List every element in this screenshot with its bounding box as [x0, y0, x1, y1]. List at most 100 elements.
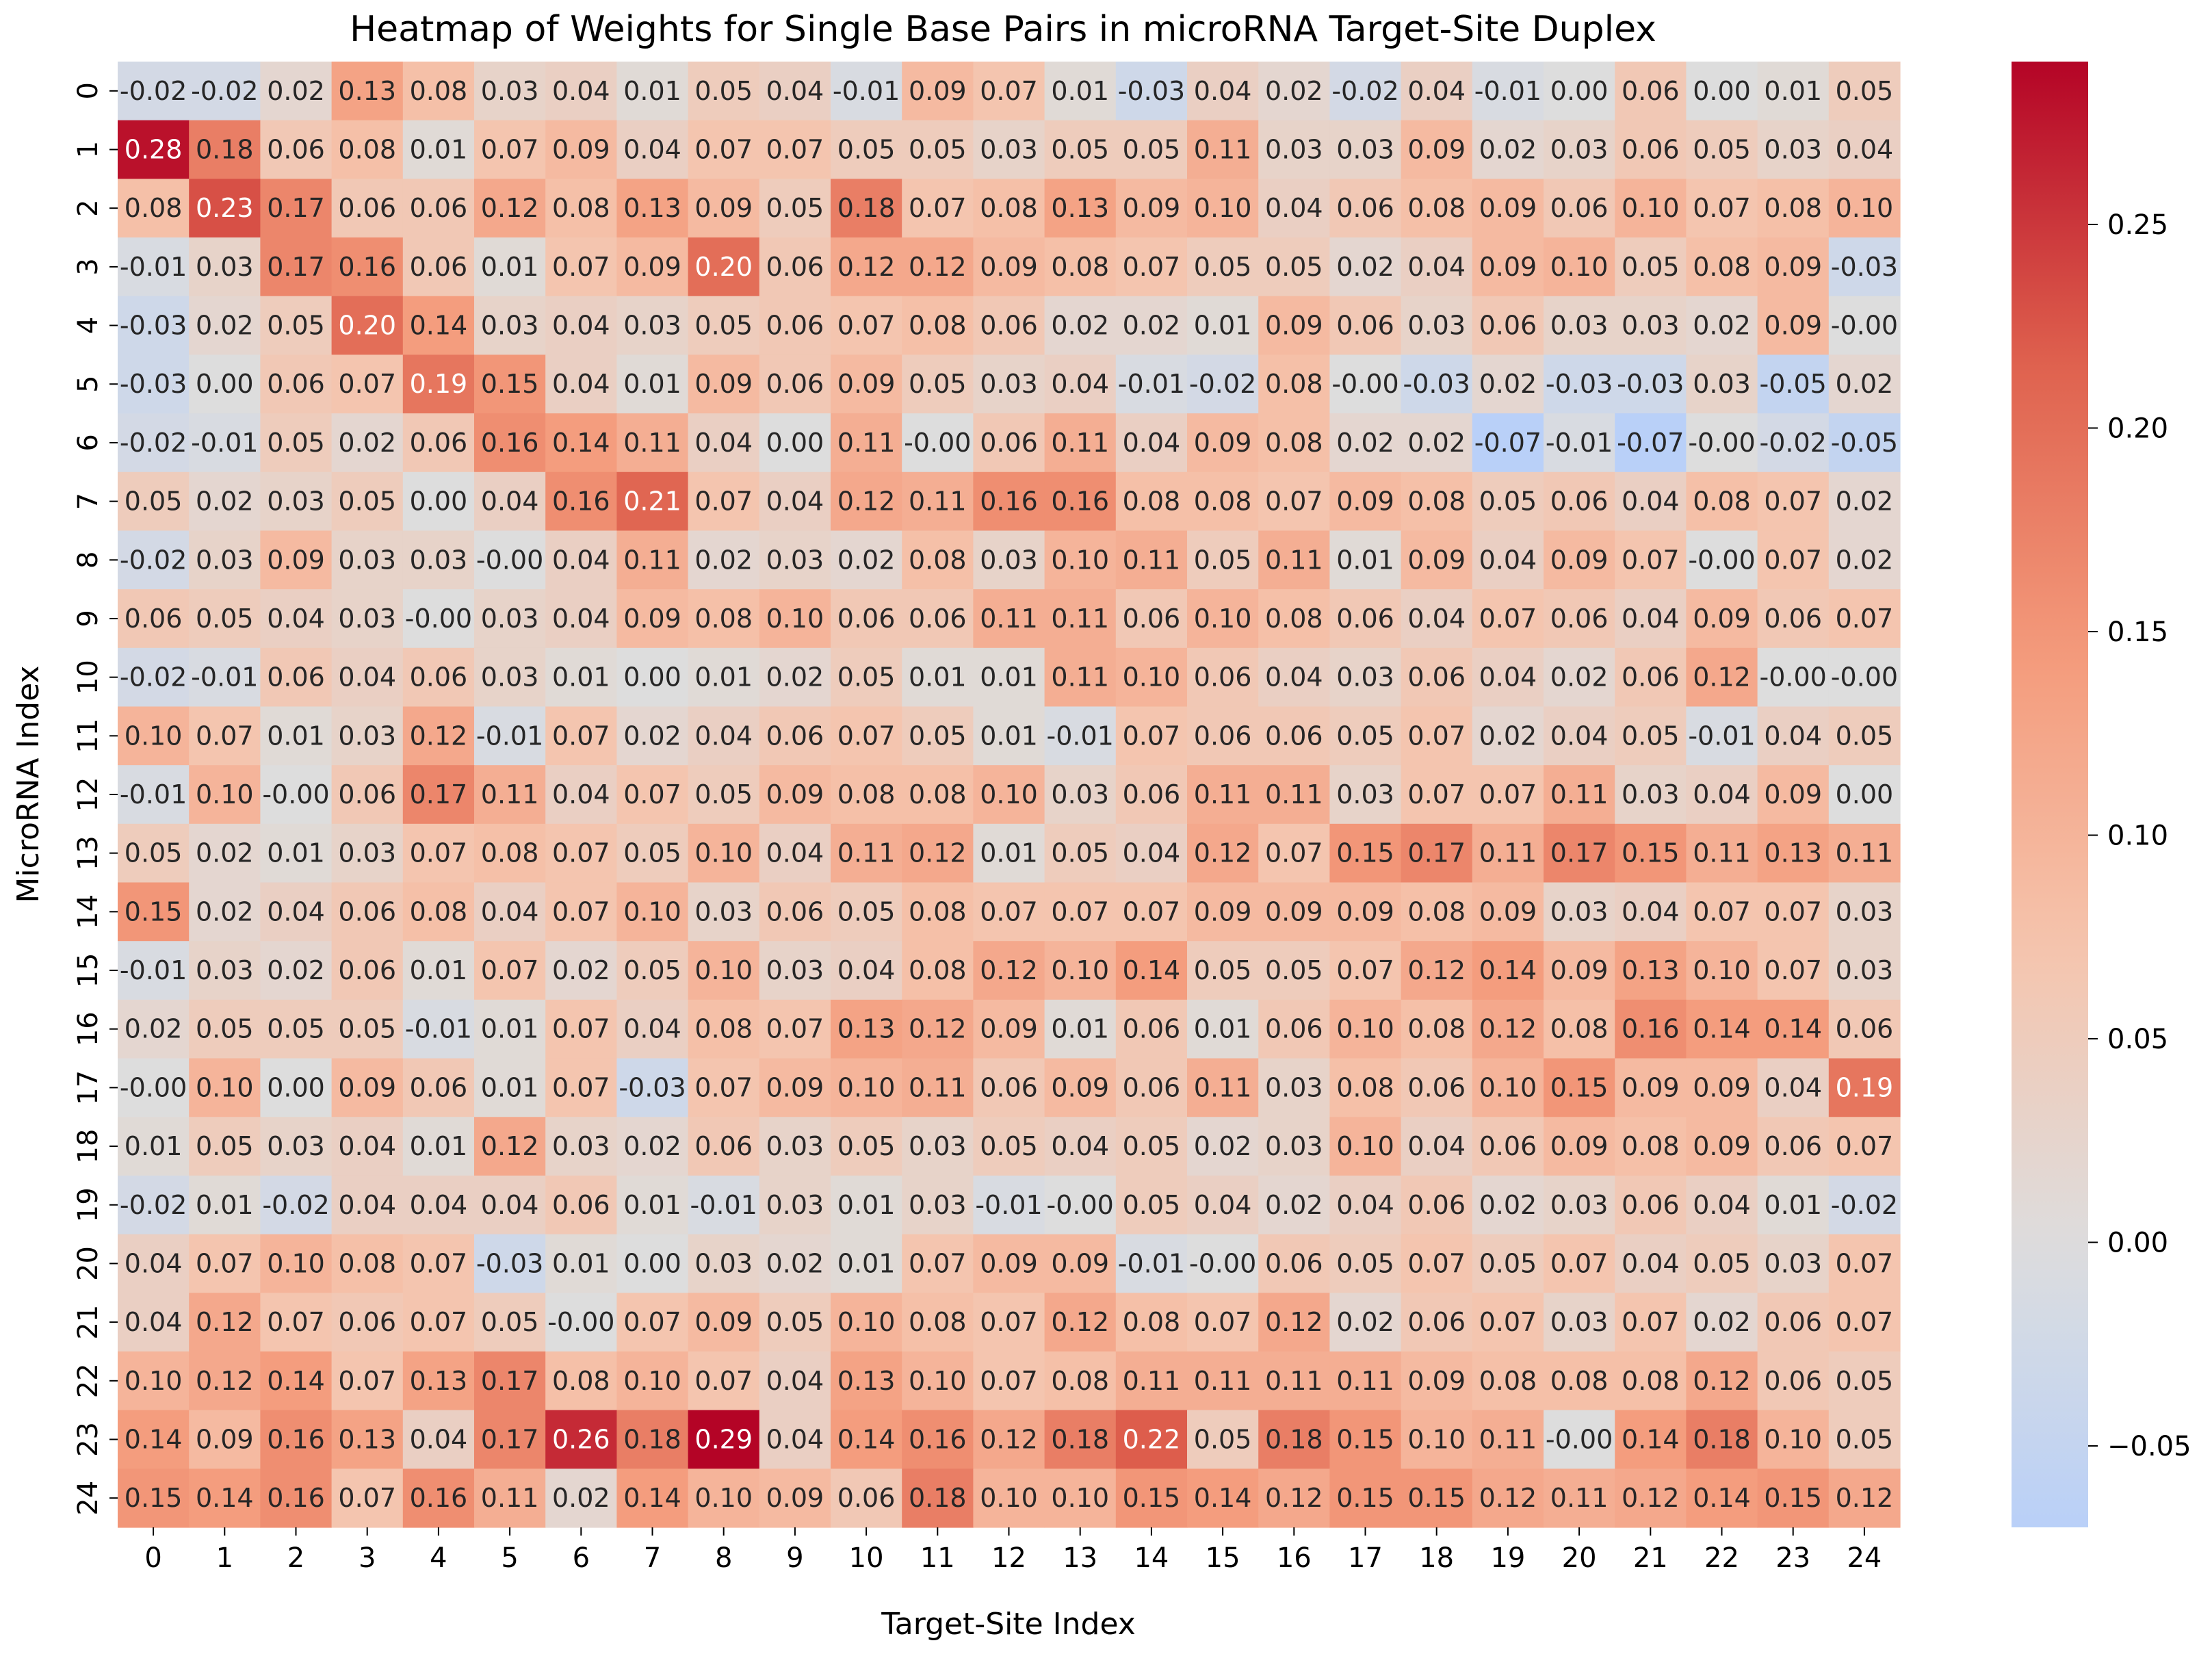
heatmap-cell — [1472, 589, 1544, 649]
heatmap-cell — [688, 1175, 760, 1235]
cell-value-label: 0.15 — [125, 1483, 183, 1513]
cell-value-label: 0.04 — [1693, 779, 1751, 810]
cell-value-label: 0.09 — [1550, 545, 1609, 575]
heatmap-cell — [1544, 120, 1615, 179]
cell-value-label: 0.10 — [1336, 1014, 1394, 1044]
cell-value-label: 0.07 — [694, 1366, 753, 1396]
cell-value-label: 0.00 — [1836, 779, 1894, 810]
heatmap-cell — [688, 530, 760, 590]
cell-value-label: 0.14 — [1194, 1483, 1252, 1513]
cell-value-label: 0.04 — [1051, 1131, 1109, 1161]
cell-value-label: 0.06 — [1407, 662, 1466, 693]
cell-value-label: 0.04 — [1407, 252, 1466, 282]
cell-value-label: 0.17 — [1550, 838, 1609, 868]
cell-value-label: 0.04 — [623, 135, 681, 165]
heatmap-cell — [402, 765, 475, 825]
heatmap-cell — [402, 999, 475, 1059]
heatmap-cell — [1044, 237, 1117, 297]
heatmap-cell — [688, 1469, 760, 1528]
heatmap-cell — [1686, 120, 1758, 179]
cell-value-label: 0.11 — [1265, 1366, 1323, 1396]
cell-value-label: 0.06 — [338, 955, 396, 985]
cell-value-label: 0.13 — [410, 1366, 468, 1396]
cell-value-label: 0.09 — [1336, 896, 1394, 927]
cell-value-label: 0.13 — [338, 1424, 396, 1454]
cell-value-label: 0.11 — [1051, 604, 1109, 634]
heatmap-cell — [1686, 589, 1758, 649]
colorbar-tick-label: 0.05 — [2107, 1024, 2168, 1055]
heatmap-cell — [1615, 296, 1687, 355]
cell-value-label: 0.03 — [1836, 896, 1894, 927]
cell-value-label: 0.04 — [481, 487, 539, 517]
cell-value-label: 0.14 — [410, 311, 468, 341]
heatmap-cell — [1401, 237, 1473, 297]
colorbar-tick-label: 0.25 — [2107, 209, 2168, 241]
cell-value-label: 0.06 — [338, 779, 396, 810]
heatmap-cell — [1115, 647, 1188, 708]
heatmap-cell — [1329, 1293, 1402, 1352]
heatmap-cell — [1757, 530, 1830, 590]
heatmap-cell — [1544, 62, 1615, 121]
cell-value-label: 0.08 — [1622, 1131, 1680, 1161]
cell-value-label: 0.09 — [980, 1014, 1038, 1044]
heatmap-cell — [1828, 1410, 1901, 1469]
cell-value-label: 0.05 — [1622, 252, 1680, 282]
heatmap-cell — [1187, 765, 1259, 825]
cell-value-label: 0.01 — [837, 1190, 896, 1220]
cell-value-label: 0.09 — [1764, 311, 1822, 341]
heatmap-cell — [973, 1293, 1045, 1352]
cell-value-label: 0.02 — [1479, 369, 1537, 399]
colorbar-tick-label: 0.15 — [2107, 617, 2168, 648]
heatmap-cell — [260, 941, 333, 1000]
cell-value-label: 0.08 — [1194, 487, 1252, 517]
cell-value-label: 0.08 — [1407, 896, 1466, 927]
heatmap-cell — [118, 179, 190, 238]
heatmap-cell — [616, 1234, 689, 1293]
heatmap-cell — [973, 296, 1045, 355]
heatmap-cell — [402, 1234, 475, 1293]
heatmap-cell — [402, 62, 475, 121]
cell-value-label: 0.05 — [1479, 487, 1537, 517]
heatmap-cell — [189, 999, 261, 1059]
cell-value-label: 0.02 — [1407, 428, 1466, 458]
cell-value-label: 0.11 — [1479, 838, 1537, 868]
heatmap-cell — [616, 296, 689, 355]
y-tick-label: 11 — [73, 719, 104, 753]
cell-value-label: 0.04 — [1622, 487, 1680, 517]
cell-value-label: 0.06 — [1836, 1014, 1894, 1044]
cell-value-label: 0.05 — [1336, 1248, 1394, 1278]
cell-value-label: 0.01 — [481, 1014, 539, 1044]
cell-value-label: 0.04 — [410, 1424, 468, 1454]
heatmap-cell — [474, 413, 546, 473]
heatmap-cell — [1115, 296, 1188, 355]
heatmap-cell — [1757, 1469, 1830, 1528]
cell-value-label: 0.11 — [1693, 838, 1751, 868]
heatmap-cell — [1472, 1351, 1544, 1411]
cell-value-label: 0.15 — [1764, 1483, 1822, 1513]
heatmap-cell — [1757, 120, 1830, 179]
heatmap-cell — [1115, 1117, 1188, 1176]
heatmap-cell — [1115, 120, 1188, 179]
cell-value-label: 0.06 — [1764, 604, 1822, 634]
cell-value-label: 0.09 — [1764, 779, 1822, 810]
heatmap-cell — [402, 647, 475, 708]
cell-value-label: 0.07 — [1407, 1248, 1466, 1278]
cell-value-label: 0.11 — [1479, 1424, 1537, 1454]
heatmap-cell — [1258, 1058, 1330, 1117]
cell-value-label: 0.12 — [481, 1131, 539, 1161]
cell-value-label: 0.09 — [1550, 1131, 1609, 1161]
heatmap-cell — [1329, 354, 1402, 414]
cell-value-label: 0.03 — [623, 311, 681, 341]
heatmap-cell — [616, 530, 689, 590]
cell-value-label: 0.05 — [196, 604, 254, 634]
y-tick-label: 18 — [73, 1129, 104, 1164]
heatmap-cell — [973, 999, 1045, 1059]
cell-value-label: 0.06 — [1336, 193, 1394, 223]
heatmap-cell — [118, 1117, 190, 1176]
heatmap-cell — [1115, 62, 1188, 121]
cell-value-label: 0.03 — [1336, 779, 1394, 810]
heatmap-cell — [1258, 296, 1330, 355]
heatmap-cell — [1044, 823, 1117, 883]
heatmap-cell — [260, 530, 333, 590]
cell-value-label: 0.19 — [410, 369, 468, 399]
